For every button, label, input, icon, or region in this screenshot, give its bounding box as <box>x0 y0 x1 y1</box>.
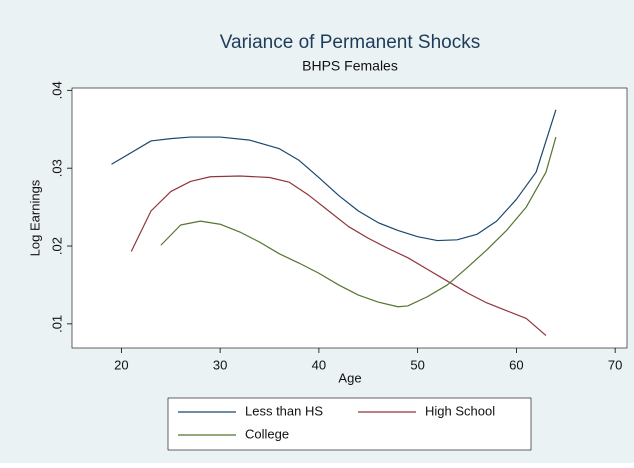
x-tick-label: 70 <box>608 357 622 372</box>
x-axis-label: Age <box>338 370 361 385</box>
x-tick-label: 50 <box>410 357 424 372</box>
y-tick-label: .01 <box>49 315 64 333</box>
legend-label: College <box>245 426 289 441</box>
x-tick-label: 20 <box>114 357 128 372</box>
legend-label: High School <box>425 403 495 418</box>
legend <box>167 397 532 451</box>
line <box>111 109 557 242</box>
x-tick-label: 30 <box>213 357 227 372</box>
line <box>160 136 557 308</box>
line <box>130 175 547 336</box>
chart-subtitle: BHPS Females <box>302 58 398 74</box>
y-tick-label: .03 <box>49 159 64 177</box>
chart-title: Variance of Permanent Shocks <box>220 32 481 53</box>
y-tick-label: .02 <box>49 237 64 255</box>
plot-area <box>71 87 628 349</box>
legend-label: Less than HS <box>245 403 323 418</box>
x-tick-label: 40 <box>312 357 326 372</box>
y-tick-label: .04 <box>49 81 64 99</box>
x-tick-label: 60 <box>509 357 523 372</box>
y-axis-label: Log Earnings <box>27 179 42 256</box>
